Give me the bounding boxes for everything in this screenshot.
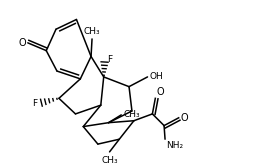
Text: NH₂: NH₂ (166, 141, 183, 150)
Text: CH₃: CH₃ (101, 156, 118, 165)
Text: F: F (32, 99, 37, 108)
Text: F: F (107, 55, 112, 64)
Text: O: O (156, 87, 164, 97)
Text: O: O (181, 113, 188, 123)
Text: O: O (18, 38, 26, 48)
Text: OH: OH (150, 72, 163, 81)
Text: CH₃: CH₃ (123, 110, 140, 119)
Text: CH₃: CH₃ (84, 27, 100, 36)
